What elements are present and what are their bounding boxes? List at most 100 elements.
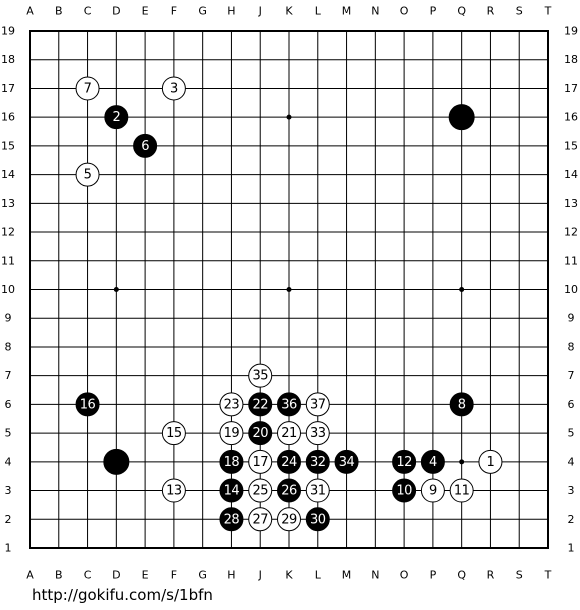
- black-stone: [392, 478, 417, 503]
- move-number: 14: [224, 484, 240, 499]
- move-number: 8: [458, 397, 466, 412]
- row-label: 9: [5, 312, 12, 325]
- row-label: 18: [564, 53, 578, 66]
- move-number: 31: [310, 484, 326, 499]
- column-label: F: [171, 5, 177, 18]
- white-stone: [161, 76, 186, 101]
- white-stone: [219, 392, 244, 417]
- black-stone: [448, 104, 475, 131]
- move-number: 19: [224, 426, 240, 441]
- row-label: 10: [564, 283, 578, 296]
- column-label: Q: [457, 569, 466, 582]
- board-border: [29, 30, 549, 549]
- column-label: M: [342, 569, 352, 582]
- row-label: 6: [5, 398, 12, 411]
- row-label: 1: [568, 542, 575, 555]
- row-label: 13: [564, 197, 578, 210]
- row-label: 7: [5, 369, 12, 382]
- column-label: G: [198, 569, 207, 582]
- column-label: A: [26, 569, 34, 582]
- column-label: K: [285, 5, 293, 18]
- column-label: Q: [457, 5, 466, 18]
- star-point: [113, 287, 119, 292]
- column-label: H: [227, 5, 235, 18]
- row-label: 7: [568, 369, 575, 382]
- coordinates: AABBCCDDEEFFGGHHJJKKLLMMNNOOPPQQRRSSTT19…: [1, 5, 578, 582]
- column-label: J: [258, 5, 262, 18]
- move-number: 16: [80, 397, 96, 412]
- black-stone: [219, 507, 244, 532]
- column-label: S: [516, 569, 523, 582]
- move-number: 17: [252, 455, 268, 470]
- white-stone: [248, 478, 273, 503]
- row-label: 8: [568, 340, 575, 353]
- column-label: J: [258, 569, 262, 582]
- column-label: P: [430, 569, 437, 582]
- black-stone: [277, 478, 301, 503]
- white-stone: [161, 478, 186, 503]
- white-stone: [420, 478, 445, 503]
- column-label: D: [112, 5, 120, 18]
- move-number: 12: [396, 455, 412, 470]
- column-label: K: [285, 569, 293, 582]
- move-number: 13: [166, 484, 182, 499]
- star-point: [459, 459, 465, 465]
- move-number: 9: [429, 484, 437, 499]
- white-stone: [248, 363, 273, 388]
- row-label: 15: [1, 139, 15, 152]
- white-stone: [75, 162, 100, 187]
- row-label: 8: [5, 340, 12, 353]
- row-label: 16: [1, 111, 15, 124]
- row-label: 2: [5, 513, 12, 526]
- move-number: 28: [224, 512, 240, 527]
- white-stone: [478, 449, 503, 474]
- row-label: 5: [5, 427, 12, 440]
- move-number: 30: [310, 512, 326, 527]
- white-stone: [161, 421, 186, 446]
- footer-url: http://gokifu.com/s/1bfn: [32, 586, 213, 604]
- move-number: 26: [281, 484, 297, 499]
- move-number: 1: [487, 455, 495, 470]
- move-number: 6: [141, 139, 149, 154]
- move-number: 4: [429, 455, 437, 470]
- row-label: 10: [1, 283, 15, 296]
- row-label: 16: [564, 111, 578, 124]
- move-number: 22: [252, 397, 268, 412]
- move-number: 18: [224, 455, 240, 470]
- white-stone: [248, 507, 273, 532]
- black-stone: [277, 449, 301, 474]
- move-number: 33: [310, 426, 326, 441]
- row-label: 13: [1, 197, 15, 210]
- white-stone: [305, 421, 330, 446]
- move-number: 29: [281, 512, 297, 527]
- row-label: 6: [568, 398, 575, 411]
- black-stone: [103, 448, 130, 475]
- move-number: 37: [310, 397, 326, 412]
- move-number: 23: [224, 397, 240, 412]
- black-stone: [305, 449, 330, 474]
- black-stone: [334, 449, 359, 474]
- column-label: G: [198, 5, 207, 18]
- column-label: B: [55, 569, 63, 582]
- black-stone: [104, 105, 129, 130]
- move-number: 20: [252, 426, 268, 441]
- white-stone: [248, 449, 273, 474]
- white-stone: [305, 478, 330, 503]
- row-label: 11: [1, 254, 15, 267]
- white-stone: [449, 478, 474, 503]
- move-number: 2: [112, 110, 120, 125]
- row-label: 4: [5, 455, 12, 468]
- row-label: 9: [568, 312, 575, 325]
- column-label: B: [55, 5, 63, 18]
- star-point: [286, 287, 292, 292]
- column-label: T: [544, 569, 552, 582]
- row-label: 2: [568, 513, 575, 526]
- column-label: R: [487, 5, 495, 18]
- white-stone: [305, 392, 330, 417]
- row-label: 14: [564, 168, 578, 181]
- black-stone: [133, 133, 158, 158]
- move-number: 11: [454, 484, 470, 499]
- white-stone: [219, 421, 244, 446]
